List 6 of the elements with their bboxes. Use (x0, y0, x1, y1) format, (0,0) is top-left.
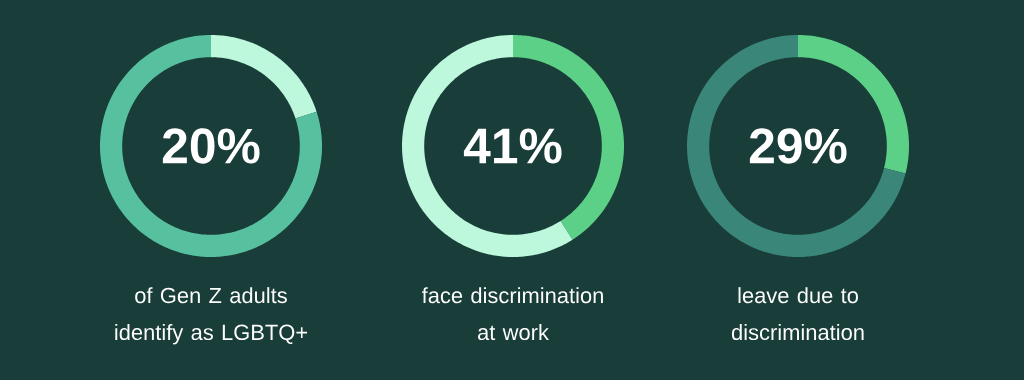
text: face discrimination at work (421, 287, 603, 341)
text: 20% (162, 128, 260, 164)
text: 41% (463, 128, 562, 164)
text: of Gen Z adults identify as LGBTQ+ (115, 287, 308, 345)
text: 29% (749, 128, 847, 164)
text: leave due to discrimination (731, 287, 864, 341)
